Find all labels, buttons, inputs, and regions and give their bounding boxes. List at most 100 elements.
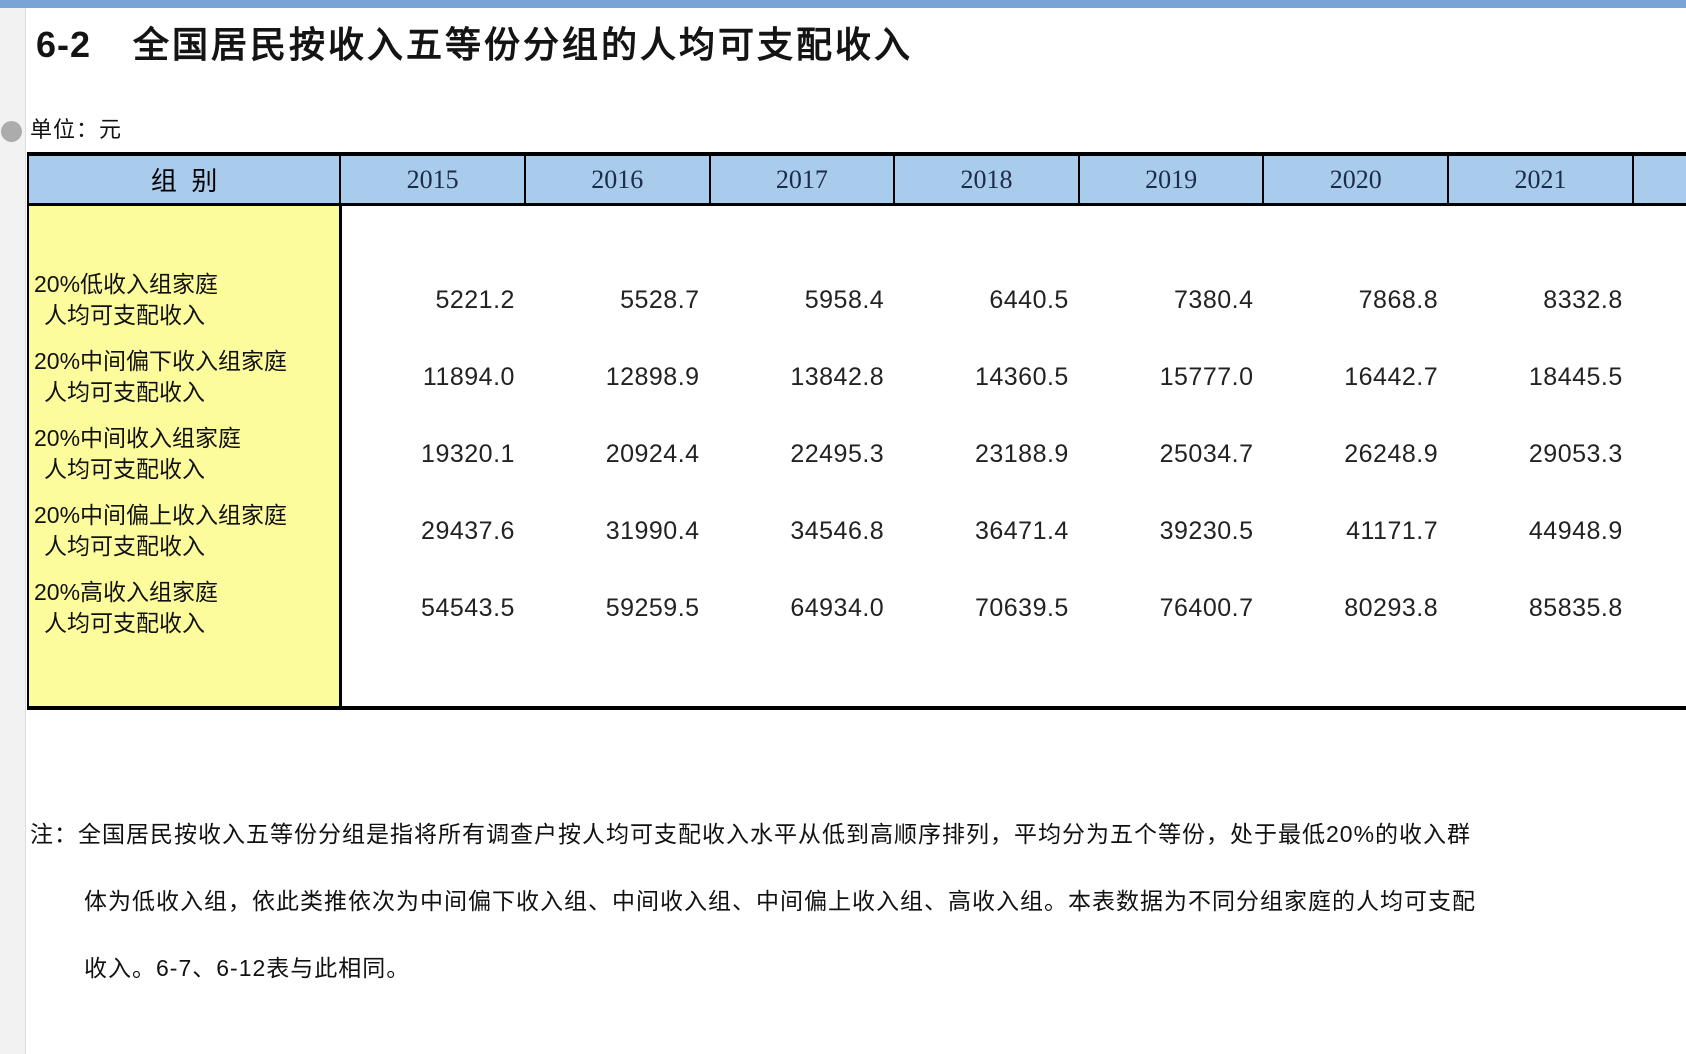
clipped-cell [1633,493,1686,570]
spacer-cell [1079,205,1264,262]
gutter-marker-dot [1,121,22,142]
group-label: 20%中间偏上收入组家庭人均可支配收入 [28,492,342,570]
spacer-cell [525,647,710,708]
spacer-cell [525,205,710,262]
group-column-spacer [28,646,342,708]
note-line-3: 收入。6-7、6-12表与此相同。 [84,955,411,981]
year-header-2016: 2016 [523,154,710,206]
value-2018-row3: 23188.9 [974,439,1069,468]
clipped-cell [1633,570,1686,647]
group-name: 20%中间偏下收入组家庭 [34,348,288,374]
note-line-2: 体为低收入组，依此类推依次为中间偏下收入组、中间收入组、中间偏上收入组、高收入组… [84,888,1476,914]
value-2017-row5: 64934.0 [790,593,885,622]
value-2015-row2: 11894.0 [422,362,515,391]
spacer-cell [340,647,525,708]
spacer-cell [1448,205,1633,262]
value-2019-row5: 76400.7 [1159,593,1254,622]
value-2017-row2: 13842.8 [790,362,885,391]
group-label: 20%低收入组家庭 人均可支配收入 [28,261,342,339]
spacer-cell [1079,647,1264,708]
table-body: 20%低收入组家庭 人均可支配收入 5221.2 5528.7 5958.4 6440.5… [28,204,1686,708]
value-2015-row1: 5221.2 [435,285,515,314]
year-header-2015: 2015 [339,154,525,206]
year-header-2018: 2018 [893,154,1079,206]
group-label: 20%中间收入组家庭人均可支配收入 [28,415,342,493]
spacer-cell [710,205,895,262]
value-2016-row5: 59259.5 [605,593,700,622]
value-2016-row4: 31990.4 [605,516,700,545]
value-2015-row3: 19320.1 [421,439,515,468]
table-bottom-spacer-row [28,646,1686,708]
year-header-2021: 2021 [1447,154,1633,206]
group-name: 20%高收入组家庭 [34,579,219,605]
window-top-strip [0,0,1686,8]
value-2021-row2: 18445.5 [1528,362,1623,391]
group-sublabel: 人均可支配收入 [44,302,205,328]
value-2020-row1: 7868.8 [1358,285,1439,314]
table-note: 注：全国居民按收入五等份分组是指将所有调查户按人均可支配收入水平从低到高顺序排列… [30,820,1476,1021]
clipped-cell [1633,416,1686,493]
table-row: 20%中间收入组家庭人均可支配收入 19320.1 20924.4 22495.3 23… [28,415,1686,493]
value-2015-row5: 54543.5 [421,593,515,622]
group-label: 20%中间偏下收入组家庭人均可支配收入 [28,338,342,416]
spacer-cell [710,647,895,708]
value-2017-row4: 34546.8 [790,516,885,545]
value-2021-row4: 44948.9 [1528,516,1623,545]
value-2021-row1: 8332.8 [1543,285,1623,314]
group-sublabel: 人均可支配收入 [44,456,205,482]
table-header-row: 组 别 2015 2016 2017 2018 2019 2020 2021 [28,154,1686,206]
value-2018-row2: 14360.5 [974,362,1069,391]
spacer-cell [1263,205,1448,262]
spacer-cell [894,205,1079,262]
value-2020-row4: 41171.7 [1346,516,1439,545]
table-row: 20%低收入组家庭 人均可支配收入 5221.2 5528.7 5958.4 6440.5… [28,261,1686,339]
value-2019-row1: 7380.4 [1174,285,1254,314]
left-gutter [0,8,26,1054]
value-2016-row1: 5528.7 [620,285,700,314]
year-header-2017: 2017 [708,154,895,206]
clipped-cell [1633,339,1686,416]
clipped-spacer-cell [1633,205,1686,262]
group-name: 20%中间偏上收入组家庭 [34,502,288,528]
spacer-cell [1263,647,1448,708]
group-sublabel: 人均可支配收入 [44,610,205,636]
group-label: 20%高收入组家庭 人均可支配收入 [28,569,342,647]
value-2016-row3: 20924.4 [605,439,700,468]
clipped-spacer-cell [1633,647,1686,708]
unit-label: 单位：元 [30,117,123,142]
group-column-spacer [28,204,342,262]
value-2021-row3: 29053.3 [1528,439,1623,468]
table-row: 20%中间偏上收入组家庭人均可支配收入 29437.6 31990.4 34546.8… [28,492,1686,570]
clipped-cell [1633,262,1686,339]
group-name: 20%低收入组家庭 [34,271,219,297]
table-title-text: 全国居民按收入五等份分组的人均可支配收入 [133,24,914,65]
spacer-cell [894,647,1079,708]
value-2020-row5: 80293.8 [1344,593,1439,622]
value-2018-row4: 36471.4 [974,516,1069,545]
table-number: 6-2 [36,24,92,65]
note-line-1: 注：全国居民按收入五等份分组是指将所有调查户按人均可支配收入水平从低到高顺序排列… [30,821,1472,847]
table-header: 组 别 2015 2016 2017 2018 2019 2020 2021 [28,154,1686,206]
group-sublabel: 人均可支配收入 [44,379,205,405]
value-2020-row3: 26248.9 [1344,439,1439,468]
value-2017-row3: 22495.3 [790,439,885,468]
table-top-spacer-row [28,204,1686,262]
income-quintile-table: 组 别 2015 2016 2017 2018 2019 2020 2021 20%低收入组… [27,152,1686,710]
spacer-cell [340,205,525,262]
year-header-2019: 2019 [1077,154,1264,206]
year-header-2020: 2020 [1262,154,1449,206]
value-2016-row2: 12898.9 [605,362,700,391]
value-2019-row2: 15777.0 [1159,362,1254,391]
table-row: 20%中间偏下收入组家庭人均可支配收入 11894.0 12898.9 13842.8… [28,338,1686,416]
clipped-next-column-header [1631,154,1686,206]
group-name: 20%中间收入组家庭 [34,425,242,451]
value-2020-row2: 16442.7 [1344,362,1439,391]
value-2015-row4: 29437.6 [421,516,515,545]
value-2021-row5: 85835.8 [1528,593,1623,622]
table-row: 20%高收入组家庭 人均可支配收入 54543.5 59259.5 64934.0 706… [28,569,1686,647]
value-2019-row3: 25034.7 [1159,439,1254,468]
value-2019-row4: 39230.5 [1159,516,1254,545]
group-sublabel: 人均可支配收入 [44,533,205,559]
value-2018-row1: 6440.5 [989,285,1069,314]
